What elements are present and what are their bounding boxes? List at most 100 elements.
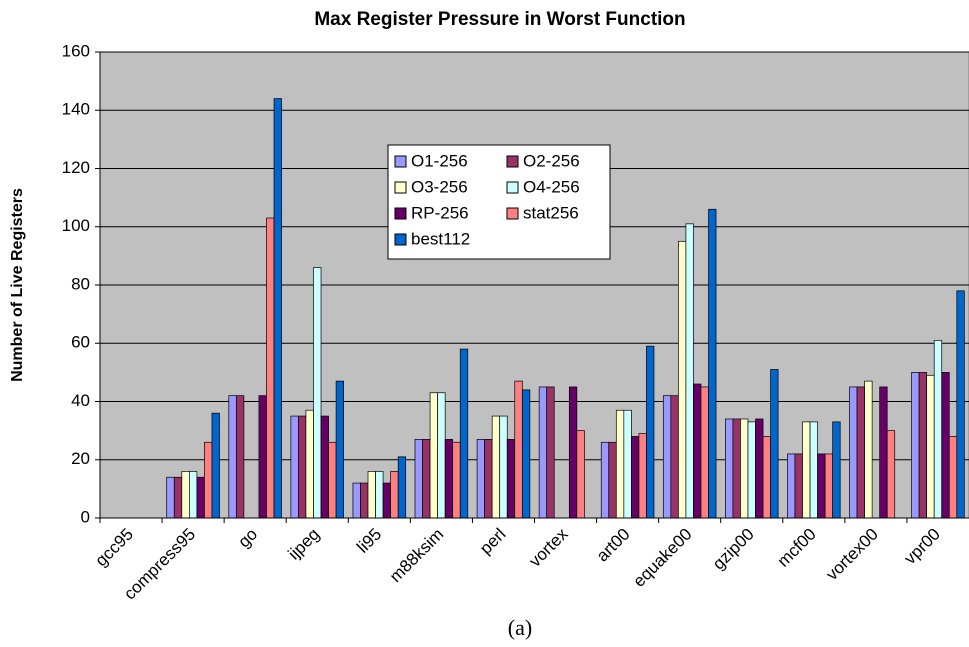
bar bbox=[228, 395, 237, 519]
x-tick-label: art00 bbox=[593, 525, 634, 566]
legend-label: O1-256 bbox=[411, 151, 468, 170]
bar bbox=[762, 436, 771, 519]
bar bbox=[941, 372, 950, 519]
bar bbox=[700, 386, 709, 519]
y-tick-label: 100 bbox=[62, 216, 90, 235]
bar bbox=[166, 476, 175, 519]
bar bbox=[335, 380, 344, 519]
bar bbox=[484, 439, 493, 519]
bar bbox=[809, 421, 818, 519]
bar bbox=[956, 290, 965, 519]
bar bbox=[802, 421, 811, 519]
bar bbox=[662, 395, 672, 519]
x-tick-label: gzip00 bbox=[709, 525, 758, 574]
legend-swatch bbox=[394, 181, 407, 194]
legend-label: O4-256 bbox=[523, 177, 580, 196]
bar bbox=[313, 267, 322, 519]
bar bbox=[367, 471, 376, 519]
bar bbox=[546, 386, 555, 519]
bar bbox=[911, 372, 920, 519]
bar bbox=[290, 415, 299, 519]
bar bbox=[514, 380, 523, 519]
x-tick-label: m88ksim bbox=[386, 525, 448, 587]
legend-swatch bbox=[506, 155, 519, 168]
bar bbox=[173, 476, 183, 519]
legend-label: O2-256 bbox=[523, 151, 580, 170]
bar bbox=[608, 441, 617, 519]
bar bbox=[638, 433, 647, 519]
bar bbox=[305, 409, 314, 519]
x-tick-label: vortex bbox=[525, 524, 572, 571]
bar bbox=[568, 386, 578, 519]
legend-box bbox=[387, 144, 611, 260]
bar bbox=[886, 430, 896, 519]
bar bbox=[360, 482, 369, 519]
bar bbox=[623, 409, 632, 519]
bar bbox=[631, 436, 640, 519]
x-tick-label: go bbox=[234, 525, 261, 552]
bar bbox=[670, 395, 679, 519]
legend-swatch bbox=[506, 181, 519, 194]
bar bbox=[787, 453, 796, 519]
bar bbox=[933, 339, 943, 519]
bar bbox=[600, 441, 610, 519]
bar bbox=[382, 482, 391, 519]
bar bbox=[204, 441, 213, 519]
x-tick-label: vortex00 bbox=[822, 525, 882, 585]
y-axis-label: Number of Live Registers bbox=[9, 188, 26, 382]
legend-swatch bbox=[394, 207, 407, 220]
bar bbox=[476, 439, 485, 519]
bar bbox=[849, 386, 858, 519]
bar bbox=[452, 441, 461, 519]
bar bbox=[732, 418, 741, 519]
bar bbox=[918, 372, 928, 519]
legend-label: stat256 bbox=[523, 203, 579, 222]
legend-label: RP-256 bbox=[411, 203, 469, 222]
x-tick-label: vpr00 bbox=[900, 525, 944, 569]
bar bbox=[211, 412, 220, 519]
legend-label: O3-256 bbox=[411, 177, 468, 196]
bar bbox=[685, 223, 694, 519]
caption: (a) bbox=[508, 615, 532, 640]
bar bbox=[397, 456, 407, 519]
bar bbox=[320, 415, 329, 519]
bar bbox=[693, 383, 702, 519]
bar bbox=[459, 348, 469, 519]
bar bbox=[298, 415, 307, 519]
bar bbox=[740, 418, 749, 519]
legend-swatch bbox=[506, 207, 519, 220]
bar bbox=[747, 421, 756, 519]
bar bbox=[521, 389, 531, 519]
y-tick-label: 60 bbox=[71, 333, 90, 352]
x-tick-label: mcf00 bbox=[774, 525, 820, 571]
bar bbox=[352, 482, 361, 519]
bar bbox=[258, 395, 267, 519]
bar bbox=[390, 471, 399, 519]
bar bbox=[266, 217, 275, 519]
bar bbox=[856, 386, 865, 519]
bar bbox=[499, 415, 508, 519]
bar bbox=[188, 471, 198, 519]
bar bbox=[444, 439, 454, 519]
bar bbox=[491, 415, 501, 519]
bar bbox=[824, 453, 834, 519]
bar bbox=[864, 380, 873, 519]
bar bbox=[770, 369, 779, 519]
bar bbox=[755, 418, 764, 519]
bar bbox=[181, 471, 190, 519]
bar bbox=[832, 421, 841, 519]
y-tick-label: 140 bbox=[62, 100, 90, 119]
bar bbox=[414, 439, 423, 519]
bar bbox=[708, 208, 717, 519]
y-tick-label: 0 bbox=[81, 507, 90, 526]
bar bbox=[273, 98, 282, 519]
bar bbox=[615, 409, 625, 519]
bar bbox=[817, 453, 826, 519]
bar bbox=[646, 345, 655, 519]
bar bbox=[926, 374, 935, 519]
bar bbox=[196, 476, 205, 519]
bar bbox=[725, 418, 734, 519]
bar bbox=[235, 395, 245, 519]
x-tick-label: ijpeg bbox=[284, 525, 323, 564]
